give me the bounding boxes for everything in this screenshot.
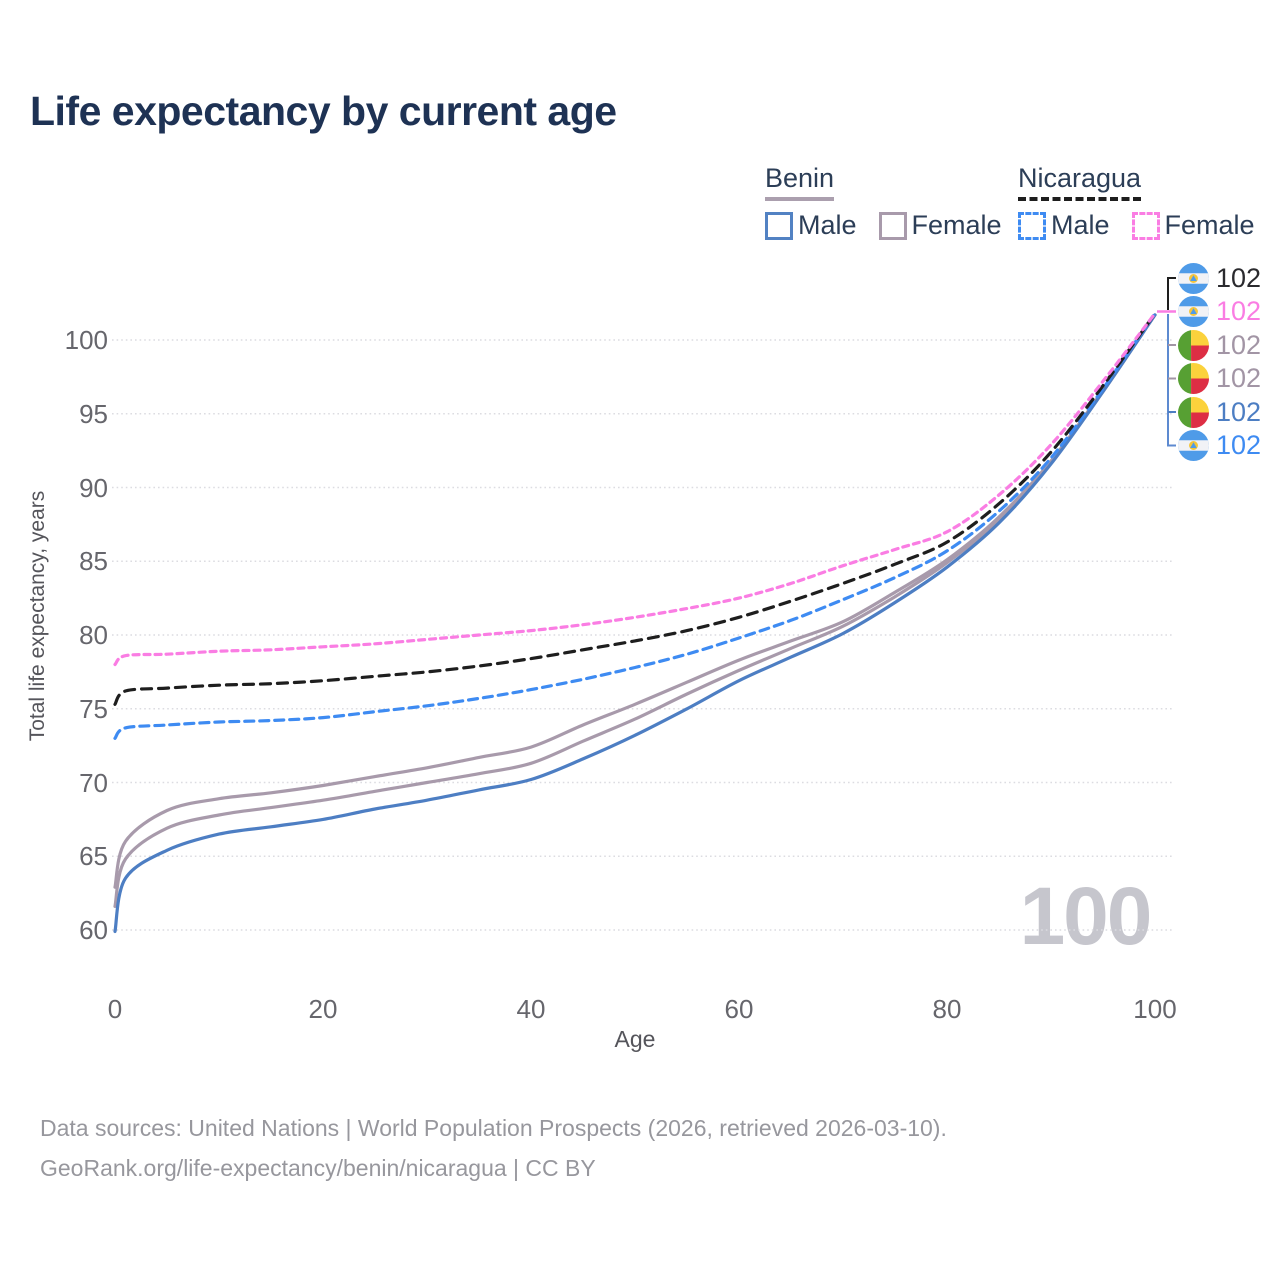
legend-country-label[interactable]: Nicaragua bbox=[1018, 163, 1142, 201]
series-line-benin-all[interactable] bbox=[113, 313, 1157, 908]
end-label-value: 102 bbox=[1216, 430, 1262, 460]
chart-title: Life expectancy by current age bbox=[30, 88, 617, 134]
series-line-benin-male[interactable] bbox=[113, 313, 1157, 934]
legend-item-benin-female[interactable]: Female bbox=[878, 210, 1002, 241]
end-label-value: 102 bbox=[1216, 363, 1262, 393]
legend-item-nicaragua-male[interactable]: Male bbox=[1018, 210, 1110, 241]
footer-link: GeoRank.org/life-expectancy/benin/nicara… bbox=[40, 1155, 596, 1181]
legend-item-label: Female bbox=[1164, 210, 1255, 240]
legend-item-benin-male[interactable]: Male bbox=[765, 210, 857, 241]
legend-item-label: Male bbox=[798, 210, 857, 240]
end-connector-bottom bbox=[1167, 314, 1176, 447]
legend-item-label: Female bbox=[911, 210, 1002, 240]
end-label-nicaragua-1: 102 bbox=[1178, 296, 1261, 328]
benin-flag-icon bbox=[1178, 396, 1209, 428]
legend-swatch-icon bbox=[1131, 211, 1160, 240]
y-tick-label: 85 bbox=[79, 546, 108, 577]
x-axis-title: Age bbox=[614, 1026, 656, 1052]
y-tick-label: 80 bbox=[79, 620, 108, 650]
benin-flag-icon bbox=[1178, 329, 1209, 361]
legend-swatch-icon bbox=[878, 211, 907, 240]
x-tick-label: 20 bbox=[308, 994, 338, 1024]
y-tick-label: 100 bbox=[64, 325, 108, 355]
legend-country-label[interactable]: Benin bbox=[765, 163, 835, 201]
end-label-value: 102 bbox=[1216, 396, 1262, 427]
age-counter-watermark: 100 bbox=[1019, 871, 1153, 962]
series-line-nicaragua-all[interactable] bbox=[113, 311, 1157, 706]
nicaragua-flag-icon bbox=[1178, 262, 1209, 294]
x-tick-label: 0 bbox=[107, 994, 123, 1024]
nicaragua-flag-icon bbox=[1178, 430, 1209, 461]
y-tick-label: 60 bbox=[79, 915, 108, 945]
end-label-value: 102 bbox=[1216, 296, 1262, 326]
legend-swatch-icon bbox=[765, 211, 793, 240]
end-label-value: 102 bbox=[1216, 262, 1262, 293]
footer-sources: Data sources: United Nations | World Pop… bbox=[40, 1115, 947, 1141]
end-connector-top bbox=[1167, 277, 1176, 310]
x-tick-label: 100 bbox=[1133, 994, 1177, 1024]
y-tick-label: 70 bbox=[79, 767, 108, 798]
end-label-benin-4: 102 bbox=[1178, 396, 1261, 428]
y-tick-label: 95 bbox=[79, 398, 108, 429]
legend-group-benin: Benin Male Female bbox=[765, 163, 1024, 241]
legend-group-nicaragua: Nicaragua Male Female bbox=[1018, 163, 1277, 241]
legend-item-label: Male bbox=[1051, 210, 1110, 240]
y-tick-label: 65 bbox=[79, 841, 108, 872]
x-tick-label: 80 bbox=[932, 994, 962, 1024]
legend-item-nicaragua-female[interactable]: Female bbox=[1131, 210, 1255, 241]
x-tick-label: 40 bbox=[516, 994, 546, 1024]
nicaragua-flag-icon bbox=[1178, 296, 1209, 327]
end-label-benin-3: 102 bbox=[1178, 363, 1261, 395]
end-label-nicaragua-0: 102 bbox=[1178, 262, 1261, 294]
series-line-benin-female[interactable] bbox=[113, 313, 1157, 889]
y-tick-label: 90 bbox=[79, 472, 108, 503]
y-tick-label: 75 bbox=[79, 693, 108, 724]
end-label-nicaragua-5: 102 bbox=[1178, 430, 1261, 462]
benin-flag-icon bbox=[1178, 363, 1209, 394]
legend-swatch-icon bbox=[1018, 211, 1046, 240]
x-tick-label: 60 bbox=[724, 994, 754, 1024]
end-label-value: 102 bbox=[1216, 329, 1262, 360]
series-line-nicaragua-female[interactable] bbox=[113, 311, 1157, 667]
end-label-benin-2: 102 bbox=[1178, 329, 1261, 361]
y-axis-title: Total life expectancy, years bbox=[26, 490, 49, 742]
series-line-nicaragua-male[interactable] bbox=[113, 311, 1157, 740]
footer: Data sources: United Nations | World Pop… bbox=[40, 1108, 947, 1188]
